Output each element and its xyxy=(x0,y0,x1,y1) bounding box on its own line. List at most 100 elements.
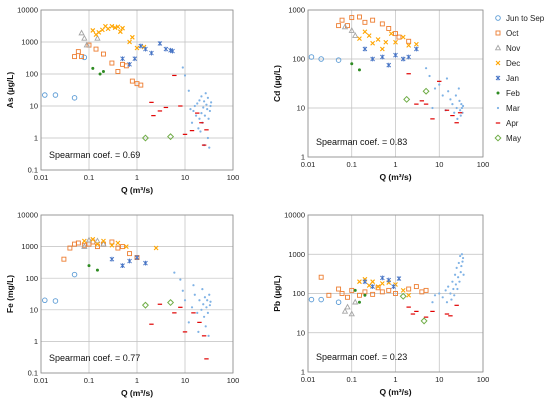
data-point xyxy=(406,42,412,48)
data-point xyxy=(210,101,213,104)
x-tick-label: 1 xyxy=(393,375,397,384)
data-point xyxy=(71,271,78,278)
data-point xyxy=(109,23,115,29)
series-jun-to-sep xyxy=(42,54,88,101)
data-point xyxy=(143,46,148,52)
x-tick-label: 0.01 xyxy=(301,160,316,169)
data-point xyxy=(399,292,407,300)
series-apr xyxy=(406,304,459,318)
data-point xyxy=(431,301,434,304)
data-point xyxy=(424,67,428,70)
data-point xyxy=(414,46,419,52)
data-point xyxy=(117,29,123,35)
data-point xyxy=(85,236,93,243)
data-point xyxy=(98,72,102,76)
data-point xyxy=(138,82,144,88)
data-point xyxy=(449,292,452,295)
data-point xyxy=(451,280,454,283)
data-point xyxy=(457,87,460,90)
plot-area xyxy=(307,9,484,158)
data-point xyxy=(357,279,362,285)
data-point xyxy=(406,286,412,292)
data-point xyxy=(81,243,88,249)
y-tick-label: 10 xyxy=(297,104,305,113)
y-axis-label: As (µg/L) xyxy=(5,72,15,109)
data-point xyxy=(379,281,385,286)
series-jun-to-sep xyxy=(42,271,78,304)
series-feb xyxy=(350,62,361,72)
data-point xyxy=(197,127,200,130)
data-point xyxy=(379,46,385,52)
data-point xyxy=(200,111,203,115)
y-tick-label: 1 xyxy=(301,368,305,377)
data-point xyxy=(181,66,184,69)
data-point xyxy=(132,56,138,62)
x-tick-label: 10 xyxy=(435,375,443,384)
data-point xyxy=(109,60,115,66)
x-tick-label: 1 xyxy=(135,376,139,385)
data-point xyxy=(460,253,464,256)
data-point xyxy=(197,330,200,333)
data-point xyxy=(115,24,121,30)
data-point xyxy=(318,274,324,280)
data-point xyxy=(90,28,96,33)
data-point xyxy=(94,34,101,41)
data-point xyxy=(336,23,342,29)
data-point xyxy=(208,146,211,149)
data-point xyxy=(393,291,398,296)
gridlines xyxy=(40,214,234,374)
x-tick-label: 10 xyxy=(435,160,443,169)
data-point xyxy=(388,31,394,36)
data-point xyxy=(198,99,201,102)
data-point xyxy=(52,298,59,304)
data-point xyxy=(318,296,324,303)
data-point xyxy=(206,96,210,99)
y-tick-label: 100 xyxy=(25,70,38,79)
data-point xyxy=(455,266,458,269)
data-point xyxy=(441,296,444,299)
y-tick-label: 1 xyxy=(34,337,38,346)
series-nov xyxy=(341,23,359,38)
data-point xyxy=(75,240,81,246)
data-point xyxy=(400,288,406,293)
data-point xyxy=(348,27,355,33)
data-point xyxy=(193,104,196,108)
data-point xyxy=(141,301,149,309)
data-point xyxy=(406,292,412,298)
data-point xyxy=(112,25,118,31)
data-point xyxy=(357,14,362,20)
data-point xyxy=(452,287,455,291)
data-point xyxy=(209,104,212,108)
data-point xyxy=(428,74,431,78)
series-nov xyxy=(341,298,359,317)
data-point xyxy=(205,103,208,106)
series-nov xyxy=(81,236,107,249)
x-tick-label: 10 xyxy=(181,173,189,182)
data-point xyxy=(120,244,126,250)
data-point xyxy=(393,31,398,37)
data-point xyxy=(207,334,210,337)
data-point xyxy=(61,256,67,262)
data-point xyxy=(109,242,115,248)
legend-label: Jan xyxy=(506,74,519,83)
legend-label: Jun to Sep xyxy=(506,14,545,23)
legend-item: Mar xyxy=(496,104,520,113)
data-point xyxy=(457,261,460,265)
data-point xyxy=(129,34,135,40)
y-tick-label: 1000 xyxy=(21,242,38,251)
data-point xyxy=(450,298,453,301)
data-point xyxy=(393,52,398,58)
data-point xyxy=(455,106,458,110)
series-mar xyxy=(173,271,212,337)
data-points xyxy=(42,236,212,360)
data-point xyxy=(206,136,210,140)
data-point xyxy=(42,92,48,98)
data-point xyxy=(170,48,175,54)
y-tick-label: 1000 xyxy=(288,250,305,259)
data-point xyxy=(198,117,201,120)
data-point xyxy=(386,277,392,283)
legend-label: Nov xyxy=(506,44,520,53)
data-points xyxy=(42,23,213,149)
data-point xyxy=(370,279,376,285)
